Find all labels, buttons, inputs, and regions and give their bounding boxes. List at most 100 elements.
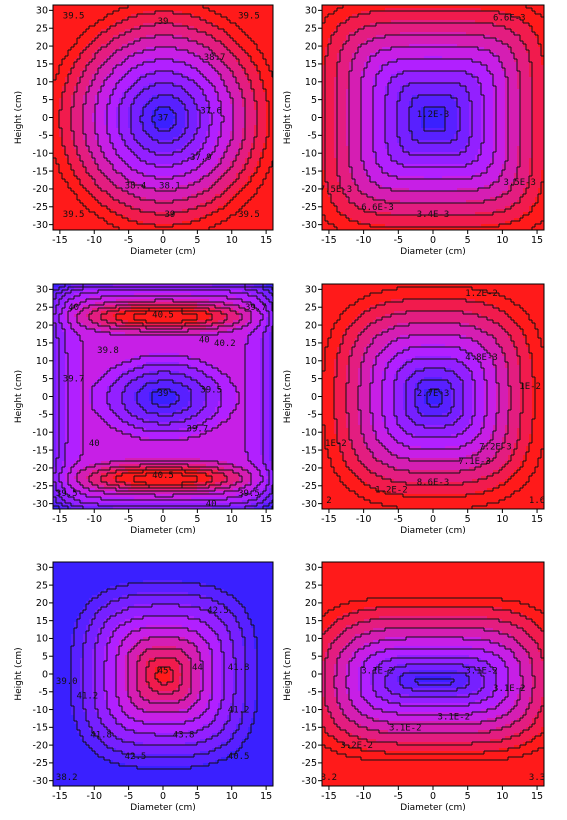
x-tick-label: 10 xyxy=(226,514,238,525)
y-tick-label: 5 xyxy=(42,374,48,385)
x-tick-label: -5 xyxy=(394,235,403,246)
y-tick-label: 20 xyxy=(305,41,317,52)
contour-label: 39.5 xyxy=(56,489,78,499)
x-tick-label: -5 xyxy=(124,514,133,525)
contour-labels: 1.2E-2 4.8E-3 2.7E-3 1E-2 7.2E-3 1E-2 7.1E-3 8.… xyxy=(325,289,545,506)
contour-labels: 42.5 44 45 41.8 41.2 39.0 41.2 43.8 41.8 42.5 40.5… xyxy=(56,606,250,783)
contour-label: 1E-2 xyxy=(325,439,347,449)
x-tick-label: -10 xyxy=(356,791,372,802)
contour-lines xyxy=(322,5,544,230)
y-tick-label: 0 xyxy=(42,669,48,680)
contour-label: 41.8 xyxy=(228,663,250,673)
y-tick-label: -30 xyxy=(32,499,48,510)
contour-label: 42.5 xyxy=(125,752,147,762)
y-tick-label: 15 xyxy=(305,616,317,627)
y-tick-label: 5 xyxy=(311,374,317,385)
y-axis-label: Height (cm) xyxy=(14,370,24,423)
y-tick-label: -30 xyxy=(301,499,317,510)
x-tick-label: -5 xyxy=(124,791,133,802)
contour-label: 1E-2 xyxy=(519,382,541,392)
y-tick-label: 25 xyxy=(305,580,317,591)
y-tick-label: 15 xyxy=(305,59,317,70)
contour-label: 3.1E-2 xyxy=(465,666,498,676)
y-tick-label: 0 xyxy=(311,669,317,680)
x-axis-label: Diameter (cm) xyxy=(130,247,196,257)
contour-label: 39.5 xyxy=(238,12,260,22)
contour-label: 45 xyxy=(158,666,169,676)
y-tick-label: -20 xyxy=(301,184,317,195)
y-tick-label: -25 xyxy=(32,481,48,492)
contour-panel-5: -15 -10 -5 0 5 10 15 -30 -25 -20 -15 -10 -5 0 5 10 15 20 2… xyxy=(14,561,274,813)
contour-lines xyxy=(53,5,273,230)
y-tick-label: -5 xyxy=(39,410,48,421)
y-tick-label: -5 xyxy=(39,687,48,698)
contour-label: 3.2E-2 xyxy=(340,741,373,751)
y-tick-label: -5 xyxy=(39,131,48,142)
contour-label: 40.2 xyxy=(214,339,236,349)
x-tick-label: 0 xyxy=(160,235,166,246)
contour-panel-3: -15 -10 -5 0 5 10 15 -30 -25 -20 -15 -10 -5 0 5 10 15 20 2… xyxy=(14,283,274,536)
contour-panel-1: -15 -10 -5 0 5 10 15 -30 -25 -20 -15 -10 -5 0 5 10 15 20 2… xyxy=(14,4,274,257)
contour-label: 38.7 xyxy=(204,53,226,63)
y-tick-label: 30 xyxy=(36,6,48,17)
contour-label: 38.2 xyxy=(56,773,78,783)
x-axis-label: Diameter (cm) xyxy=(400,803,466,813)
y-tick-label: 20 xyxy=(36,598,48,609)
contour-label: 37.9 xyxy=(190,153,212,163)
contour-label: 40 xyxy=(89,439,100,449)
y-tick-label: 25 xyxy=(36,24,48,35)
x-tick-label: -15 xyxy=(321,791,337,802)
y-axis-label: Height (cm) xyxy=(283,91,293,144)
y-tick-label: 30 xyxy=(305,6,317,17)
contour-label: 7.5E-3 xyxy=(320,185,353,195)
contour-panel-2: -15 -10 -5 0 5 10 15 -30 -25 -20 -15 -10 -5 0 5 10 15 20 2… xyxy=(283,4,545,257)
contour-label: 39.5 xyxy=(63,12,85,22)
y-tick-label: -25 xyxy=(32,202,48,213)
y-tick-label: -10 xyxy=(32,705,48,716)
contour-label: 6.6E-3 xyxy=(361,203,394,213)
y-tick-label: 15 xyxy=(36,338,48,349)
contour-label: 38.1 xyxy=(159,181,181,191)
contour-label: 40.5 xyxy=(228,752,250,762)
contour-label: 1.6 xyxy=(529,496,545,506)
y-tick-label: -25 xyxy=(301,481,317,492)
y-tick-label: 0 xyxy=(42,113,48,124)
y-tick-label: 25 xyxy=(36,303,48,314)
x-tick-label: 15 xyxy=(260,235,272,246)
contour-label: 40.5 xyxy=(152,471,174,481)
contour-label: 7.2E-3 xyxy=(479,443,512,453)
y-tick-label: -15 xyxy=(32,166,48,177)
y-tick-label: 20 xyxy=(305,598,317,609)
x-tick-label: -15 xyxy=(52,235,68,246)
y-tick-label: -15 xyxy=(301,166,317,177)
contour-panel-4: -15 -10 -5 0 5 10 15 -30 -25 -20 -15 -10 -5 0 5 10 15 20 2… xyxy=(283,283,545,536)
contour-labels: 39.5 39 39.5 38.7 37 37.6 37.9 38.4 38.1 39.5 39 39… xyxy=(63,12,260,220)
y-tick-label: -10 xyxy=(32,428,48,439)
x-tick-label: -15 xyxy=(52,791,68,802)
contour-label: 37 xyxy=(158,114,169,124)
x-tick-label: 5 xyxy=(465,791,471,802)
x-tick-label: 15 xyxy=(260,514,272,525)
contour-label: 6.6E-3 xyxy=(493,14,526,24)
y-tick-label: -20 xyxy=(32,463,48,474)
y-tick-label: -15 xyxy=(301,445,317,456)
y-tick-label: -20 xyxy=(301,463,317,474)
contour-fill xyxy=(322,562,544,786)
contour-fill xyxy=(322,284,544,509)
y-tick-label: -15 xyxy=(32,723,48,734)
y-tick-label: 20 xyxy=(305,320,317,331)
y-tick-label: -25 xyxy=(301,202,317,213)
contour-label: 3.1E-2 xyxy=(438,713,471,723)
y-tick-label: 25 xyxy=(305,24,317,35)
y-tick-label: 5 xyxy=(42,95,48,106)
x-tick-label: 15 xyxy=(531,235,543,246)
contour-label: 39.5 xyxy=(238,489,260,499)
x-tick-label: 5 xyxy=(465,235,471,246)
contour-label: 44 xyxy=(192,663,203,673)
contour-label: 43.8 xyxy=(173,730,195,740)
x-tick-label: -10 xyxy=(86,514,102,525)
y-tick-label: -20 xyxy=(32,740,48,751)
y-tick-label: -30 xyxy=(32,220,48,231)
y-tick-label: -30 xyxy=(32,776,48,787)
